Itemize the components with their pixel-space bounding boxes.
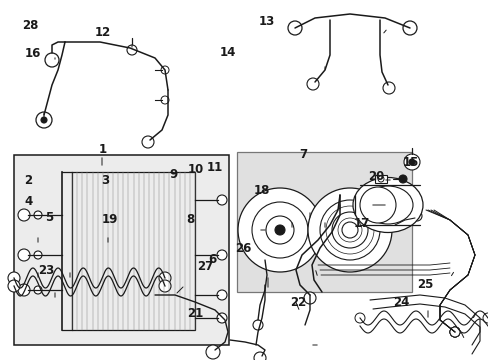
Text: 16: 16 — [25, 47, 41, 60]
Circle shape — [482, 313, 488, 323]
Text: 12: 12 — [94, 26, 111, 39]
Circle shape — [8, 272, 20, 284]
Text: 21: 21 — [187, 307, 203, 320]
Circle shape — [274, 225, 285, 235]
Circle shape — [252, 320, 263, 330]
Text: 1: 1 — [99, 143, 106, 156]
Circle shape — [142, 136, 154, 148]
Text: 9: 9 — [169, 168, 177, 181]
Text: 25: 25 — [416, 278, 433, 291]
Text: 10: 10 — [187, 163, 203, 176]
Circle shape — [18, 284, 30, 296]
Circle shape — [205, 345, 220, 359]
Circle shape — [306, 78, 318, 90]
Circle shape — [238, 188, 321, 272]
Circle shape — [18, 249, 30, 261]
Circle shape — [265, 216, 293, 244]
Text: 20: 20 — [367, 170, 384, 183]
Circle shape — [307, 188, 391, 272]
Circle shape — [449, 327, 459, 337]
Text: 28: 28 — [22, 19, 39, 32]
Circle shape — [217, 250, 226, 260]
Bar — [237, 152, 411, 292]
Circle shape — [36, 112, 52, 128]
Circle shape — [217, 290, 226, 300]
Circle shape — [341, 222, 357, 238]
Circle shape — [34, 286, 42, 294]
Circle shape — [331, 212, 367, 248]
Circle shape — [127, 45, 137, 55]
Text: 17: 17 — [353, 217, 369, 230]
Text: 3: 3 — [101, 174, 109, 186]
Text: 4: 4 — [24, 195, 32, 208]
Circle shape — [161, 96, 169, 104]
Circle shape — [41, 117, 47, 123]
Circle shape — [161, 66, 169, 74]
Circle shape — [354, 313, 364, 323]
Circle shape — [251, 202, 307, 258]
Text: 6: 6 — [208, 253, 216, 266]
Text: 5: 5 — [45, 211, 53, 224]
Circle shape — [382, 82, 394, 94]
Text: 2: 2 — [24, 174, 32, 186]
Text: 7: 7 — [299, 148, 306, 161]
Text: 24: 24 — [392, 296, 408, 309]
Circle shape — [319, 200, 379, 260]
Bar — [72, 172, 195, 330]
Circle shape — [8, 280, 20, 292]
Circle shape — [449, 327, 459, 337]
Text: 26: 26 — [235, 242, 251, 255]
Circle shape — [159, 272, 171, 284]
Circle shape — [34, 251, 42, 259]
Bar — [374, 175, 386, 183]
Circle shape — [402, 21, 416, 35]
Text: 15: 15 — [402, 156, 418, 168]
Ellipse shape — [352, 177, 422, 233]
Circle shape — [449, 327, 459, 337]
Text: 22: 22 — [289, 296, 306, 309]
Circle shape — [287, 21, 302, 35]
Circle shape — [403, 154, 419, 170]
Text: 23: 23 — [38, 264, 55, 276]
Circle shape — [359, 187, 395, 223]
Text: 19: 19 — [102, 213, 118, 226]
Text: 11: 11 — [206, 161, 223, 174]
Circle shape — [253, 352, 265, 360]
Bar — [14, 155, 228, 345]
Text: 8: 8 — [186, 213, 194, 226]
Circle shape — [408, 159, 414, 165]
Circle shape — [159, 280, 171, 292]
Text: 18: 18 — [253, 184, 269, 197]
Ellipse shape — [362, 186, 412, 224]
Circle shape — [217, 313, 226, 323]
Text: 27: 27 — [197, 260, 213, 273]
Circle shape — [449, 327, 459, 337]
Text: 14: 14 — [219, 46, 235, 59]
Circle shape — [45, 53, 59, 67]
Circle shape — [18, 209, 30, 221]
Circle shape — [304, 292, 315, 304]
Circle shape — [34, 211, 42, 219]
Circle shape — [217, 195, 226, 205]
Text: 13: 13 — [258, 15, 274, 28]
Circle shape — [377, 176, 383, 182]
Circle shape — [398, 175, 406, 183]
Circle shape — [411, 211, 421, 221]
